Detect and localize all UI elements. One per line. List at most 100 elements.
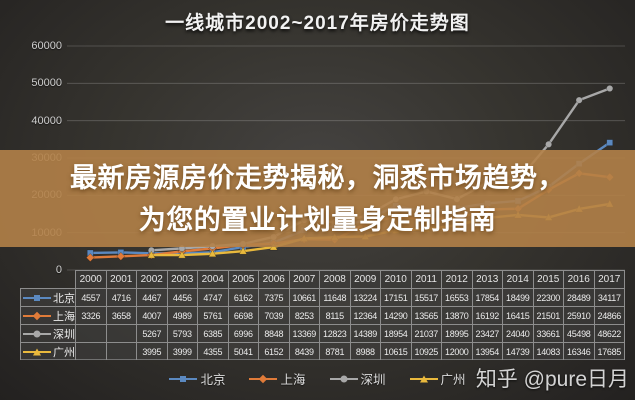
table-cell: 28489 (563, 288, 594, 306)
series-marker-icon (169, 374, 198, 383)
table-cell: 5041 (227, 342, 258, 360)
table-cell: 7039 (258, 306, 289, 324)
table-cell: 14389 (349, 324, 380, 342)
table-cell: 16415 (502, 306, 533, 324)
table-year-header: 2017 (593, 270, 624, 288)
data-point-marker (238, 246, 248, 255)
table-cell: 10615 (380, 342, 411, 360)
table-cell: 17854 (471, 288, 502, 306)
table-cell: 16553 (441, 288, 472, 306)
table-year-header: 2000 (75, 270, 106, 288)
chart-legend: 北京 上海 深圳 广州 (0, 369, 635, 388)
legend-item-2: 深圳 (329, 369, 386, 388)
table-cell (105, 324, 136, 342)
table-cell: 8115 (319, 306, 350, 324)
table-cell: 33661 (532, 324, 563, 342)
y-axis-tick-label: 50000 (31, 77, 62, 90)
y-axis-tick-label: 40000 (31, 114, 62, 127)
table-cell: 4716 (105, 288, 136, 306)
table-cell: 3995 (136, 342, 167, 360)
table-cell: 13369 (288, 324, 319, 342)
table-cell: 21501 (532, 306, 563, 324)
table-cell: 5793 (166, 324, 197, 342)
table-cell: 13870 (441, 306, 472, 324)
table-cell: 4557 (75, 288, 106, 306)
table-cell: 5267 (136, 324, 167, 342)
table-cell: 17685 (593, 342, 624, 360)
table-cell: 6698 (227, 306, 258, 324)
table-cell: 4007 (136, 306, 167, 324)
table-cell: 4467 (136, 288, 167, 306)
series-name: 深圳 (53, 328, 75, 341)
table-cell: 13565 (410, 306, 441, 324)
legend-label: 上海 (280, 373, 306, 387)
series-marker-icon (409, 374, 438, 383)
table-cell: 12364 (349, 306, 380, 324)
table-cell: 13954 (471, 342, 502, 360)
table-cell: 8439 (288, 342, 319, 360)
legend-label: 深圳 (360, 373, 386, 387)
table-cell: 14739 (502, 342, 533, 360)
table-cell: 18954 (380, 324, 411, 342)
table-cell: 45498 (563, 324, 594, 342)
table-row-label: 北京 (20, 288, 75, 306)
table-cell: 48622 (593, 324, 624, 342)
table-year-header: 2004 (197, 270, 228, 288)
table-year-header: 2005 (227, 270, 258, 288)
table-cell: 3999 (166, 342, 197, 360)
table-row-label: 深圳 (20, 324, 75, 342)
promo-text-line1: 最新房源房价走势揭秘，洞悉市场趋势， (70, 162, 565, 193)
data-point-marker (606, 84, 614, 92)
table-cell: 18995 (441, 324, 472, 342)
table-year-header: 2002 (136, 270, 167, 288)
table-cell: 34117 (593, 288, 624, 306)
table-cell: 18499 (502, 288, 533, 306)
table-cell (105, 342, 136, 360)
data-table: 2000 2001 2002 2003 2004 2005 2006 2007 2008 2009… (20, 270, 625, 360)
table-row-label: 上海 (20, 306, 75, 324)
series-name: 上海 (53, 310, 75, 323)
table-year-header: 2007 (288, 270, 319, 288)
table-year-header: 2013 (471, 270, 502, 288)
table-cell: 8848 (258, 324, 289, 342)
table-cell: 21037 (410, 324, 441, 342)
table-year-header: 2012 (441, 270, 472, 288)
table-cell: 6385 (197, 324, 228, 342)
legend-item-1: 上海 (249, 369, 306, 388)
series-marker-icon (249, 374, 278, 383)
table-year-header: 2003 (166, 270, 197, 288)
series-marker-icon (23, 293, 51, 302)
y-axis-tick-label: 0 (55, 264, 62, 276)
table-cell: 14290 (380, 306, 411, 324)
data-point-marker (116, 251, 126, 261)
legend-item-3: 广州 (409, 369, 466, 388)
legend-item-0: 北京 (169, 369, 225, 388)
promo-overlay-banner: 最新房源房价走势揭秘，洞悉市场趋势， 为您的置业计划量身定制指南 (0, 150, 635, 247)
table-cell: 6162 (227, 288, 258, 306)
table-cell: 25910 (563, 306, 594, 324)
table-year-header: 2015 (532, 270, 563, 288)
table-cell: 6996 (227, 324, 258, 342)
table-cell: 8988 (349, 342, 380, 360)
series-marker-icon (23, 329, 51, 338)
table-year-header: 2014 (502, 270, 533, 288)
data-point-marker (575, 96, 583, 104)
data-point-marker (606, 139, 614, 146)
table-year-header: 2001 (105, 270, 136, 288)
table-cell: 7375 (258, 288, 289, 306)
table-corner (20, 270, 75, 288)
table-cell: 12000 (441, 342, 472, 360)
series-name: 广州 (53, 346, 75, 359)
legend-label: 广州 (440, 373, 466, 387)
table-cell: 4355 (197, 342, 228, 360)
table-cell (75, 342, 106, 360)
table-cell: 5761 (197, 306, 228, 324)
y-axis-tick-label: 60000 (31, 40, 62, 52)
table-cell: 8781 (319, 342, 350, 360)
table-cell: 23427 (471, 324, 502, 342)
table-cell: 10661 (288, 288, 319, 306)
series-marker-icon (329, 374, 358, 383)
watermark: 知乎 @pure日月 (475, 368, 629, 391)
table-cell: 15517 (410, 288, 441, 306)
table-year-header: 2009 (349, 270, 380, 288)
